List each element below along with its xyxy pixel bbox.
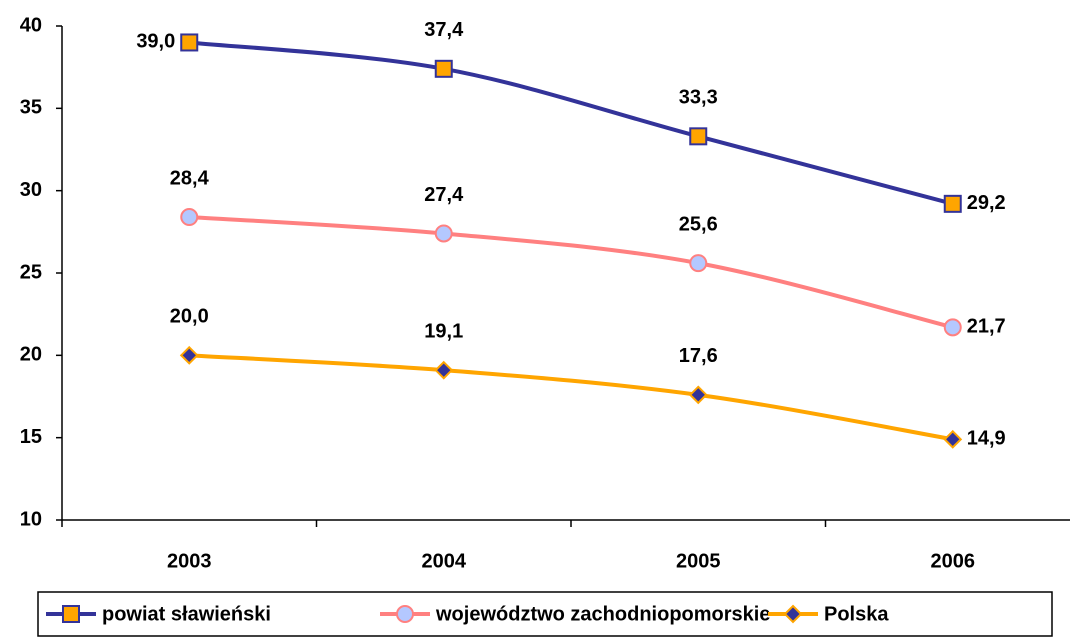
x-tick-label: 2006 <box>931 550 976 572</box>
legend-box <box>37 591 1053 637</box>
value-label: 19,1 <box>424 320 463 342</box>
point <box>943 429 963 449</box>
y-tick-label: 15 <box>20 426 42 448</box>
x-tick-label: 2003 <box>167 550 212 572</box>
value-label: 27,4 <box>424 184 464 206</box>
point <box>943 318 962 337</box>
y-tick-label: 35 <box>20 97 42 119</box>
series-line <box>189 215 954 330</box>
y-tick-label: 10 <box>20 508 42 530</box>
point <box>434 360 454 380</box>
value-label: 29,2 <box>967 192 1006 214</box>
x-tick-label: 2004 <box>422 550 467 572</box>
point <box>434 224 453 243</box>
value-label: 25,6 <box>679 213 718 235</box>
value-label: 28,4 <box>170 167 210 189</box>
value-label: 37,4 <box>424 19 464 41</box>
value-label: 33,3 <box>679 87 718 109</box>
value-label: 20,0 <box>170 306 209 328</box>
legend-marker <box>396 605 414 623</box>
x-tick-label: 2005 <box>676 550 721 572</box>
y-tick-label: 20 <box>20 344 42 366</box>
series-line <box>189 40 954 206</box>
legend-marker <box>783 604 803 624</box>
point <box>688 385 708 405</box>
y-tick-label: 25 <box>20 261 42 283</box>
y-tick-label: 30 <box>20 179 42 201</box>
point <box>943 194 962 213</box>
legend-label: Polska <box>824 603 889 625</box>
legend-label: województwo zachodniopomorskie <box>435 603 770 625</box>
value-label: 17,6 <box>679 345 718 367</box>
series-line <box>189 353 954 442</box>
point <box>180 33 199 52</box>
legend-label: powiat sławieński <box>102 603 271 625</box>
point <box>434 59 453 78</box>
point <box>180 208 199 227</box>
point <box>179 345 199 365</box>
value-label: 39,0 <box>136 31 175 53</box>
point <box>689 127 708 146</box>
point <box>689 254 708 273</box>
value-label: 14,9 <box>967 428 1006 450</box>
legend-marker <box>62 605 80 623</box>
value-label: 21,7 <box>967 316 1006 338</box>
y-tick-label: 40 <box>20 14 42 36</box>
